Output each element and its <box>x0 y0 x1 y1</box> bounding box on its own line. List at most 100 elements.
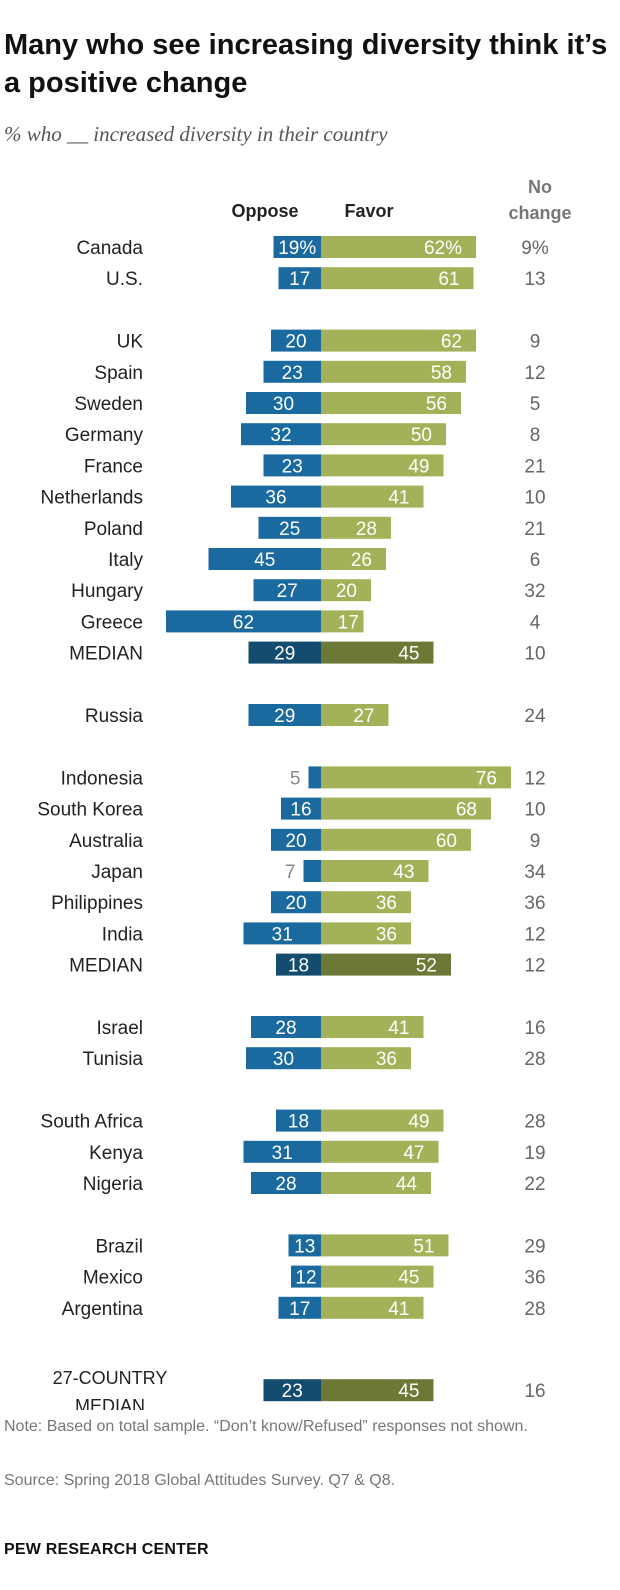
favor-value-label: 61 <box>438 269 459 290</box>
oppose-value-label: 12 <box>295 1268 316 1289</box>
oppose-bar <box>278 1296 321 1319</box>
chart-title: Many who see increasing diversity think … <box>4 29 608 99</box>
oppose-bar <box>263 454 321 477</box>
no-change-value: 36 <box>524 893 545 914</box>
favor-bar <box>321 828 471 851</box>
oppose-value-label: 30 <box>273 1049 294 1070</box>
favor-bar <box>321 641 434 664</box>
no-change-value: 32 <box>524 581 545 602</box>
favor-value-label: 68 <box>456 800 477 821</box>
oppose-bar <box>243 922 321 945</box>
favor-value-label: 41 <box>388 1299 409 1320</box>
favor-bar <box>321 1172 431 1194</box>
oppose-bar <box>271 891 321 914</box>
favor-value-label: 44 <box>396 1174 418 1195</box>
no-change-value: 22 <box>524 1174 545 1195</box>
row-label: MEDIAN <box>75 1396 145 1410</box>
no-change-value: 19 <box>524 1143 545 1164</box>
row-label: Netherlands <box>41 488 143 509</box>
oppose-value-label: 31 <box>272 1143 293 1164</box>
pew-research-center-logo: PEW RESEARCH CENTER <box>4 1541 209 1558</box>
favor-bar <box>321 392 461 414</box>
no-change-value: 9% <box>521 238 549 259</box>
favor-bar <box>321 360 466 383</box>
oppose-bar <box>278 267 321 290</box>
row-label: Spain <box>94 363 143 384</box>
oppose-bar <box>263 360 321 383</box>
oppose-bar <box>251 1016 321 1038</box>
favor-value-label: 56 <box>426 394 447 415</box>
row-label: Tunisia <box>82 1049 143 1070</box>
oppose-bar <box>246 392 321 414</box>
row-label: U.S. <box>106 269 143 290</box>
favor-bar <box>321 891 411 914</box>
oppose-value-label: 20 <box>285 831 306 852</box>
favor-bar <box>321 953 451 976</box>
favor-bar <box>321 922 411 945</box>
favor-value-label: 41 <box>388 1018 409 1039</box>
oppose-value-label: 36 <box>265 488 286 509</box>
row-label: MEDIAN <box>69 644 143 665</box>
row-label: Sweden <box>74 394 143 415</box>
favor-bar <box>321 516 391 539</box>
favor-value-label: 45 <box>398 644 419 665</box>
favor-value-label: 20 <box>336 581 357 602</box>
oppose-bar <box>273 236 321 258</box>
oppose-value-label: 45 <box>254 550 275 571</box>
row-label: Brazil <box>95 1236 143 1257</box>
oppose-value-label: 18 <box>288 956 309 977</box>
oppose-bar <box>288 1234 321 1257</box>
oppose-bar <box>303 860 321 882</box>
favor-value-label: 28 <box>356 519 377 540</box>
favor-value-label: 45 <box>398 1381 419 1402</box>
oppose-value-label: 20 <box>285 893 306 914</box>
favor-value-label: 36 <box>376 924 397 945</box>
favor-bar <box>321 1140 439 1163</box>
no-change-value: 6 <box>530 550 541 571</box>
row-label: 27-COUNTRY <box>53 1368 168 1388</box>
favor-value-label: 27 <box>353 706 374 727</box>
favor-bar <box>321 1016 424 1038</box>
oppose-value-label: 13 <box>294 1236 315 1257</box>
row-label: Hungary <box>71 581 143 602</box>
favor-bar <box>321 267 474 290</box>
oppose-bar <box>276 953 321 976</box>
favor-bar <box>321 423 446 446</box>
favor-bar <box>321 1379 434 1402</box>
no-change-value: 9 <box>530 831 541 852</box>
favor-value-label: 62% <box>424 238 462 259</box>
favor-value-label: 36 <box>376 893 397 914</box>
favor-bar <box>321 704 389 726</box>
oppose-value-label: 18 <box>288 1112 309 1133</box>
no-change-value: 36 <box>524 1268 545 1289</box>
oppose-value-label: 29 <box>274 644 295 665</box>
oppose-value-label: 23 <box>282 456 303 477</box>
row-label: MEDIAN <box>69 956 143 977</box>
oppose-value-label: 62 <box>233 612 254 633</box>
header-oppose: Oppose <box>231 201 298 221</box>
row-label: Canada <box>76 238 143 259</box>
no-change-value: 12 <box>524 768 545 789</box>
no-change-value: 28 <box>524 1112 545 1133</box>
no-change-value: 24 <box>524 706 546 727</box>
favor-bar <box>321 1109 444 1132</box>
favor-value-label: 51 <box>413 1236 434 1257</box>
favor-value-label: 62 <box>441 332 462 353</box>
header-favor: Favor <box>344 201 393 221</box>
favor-value-label: 17 <box>338 612 359 633</box>
oppose-bar <box>208 548 321 570</box>
no-change-value: 28 <box>524 1299 545 1320</box>
row-label: France <box>84 456 143 477</box>
no-change-value: 16 <box>524 1018 545 1039</box>
no-change-value: 10 <box>524 800 545 821</box>
no-change-value: 10 <box>524 644 545 665</box>
oppose-value-label: 16 <box>290 800 311 821</box>
row-label: UK <box>117 332 144 353</box>
oppose-bar <box>166 610 321 633</box>
row-label: Philippines <box>51 893 143 914</box>
oppose-bar <box>263 1379 321 1402</box>
oppose-bar <box>248 641 321 664</box>
oppose-value-label: 25 <box>279 519 300 540</box>
oppose-value-label: 17 <box>289 1299 310 1320</box>
oppose-bar <box>253 579 321 602</box>
